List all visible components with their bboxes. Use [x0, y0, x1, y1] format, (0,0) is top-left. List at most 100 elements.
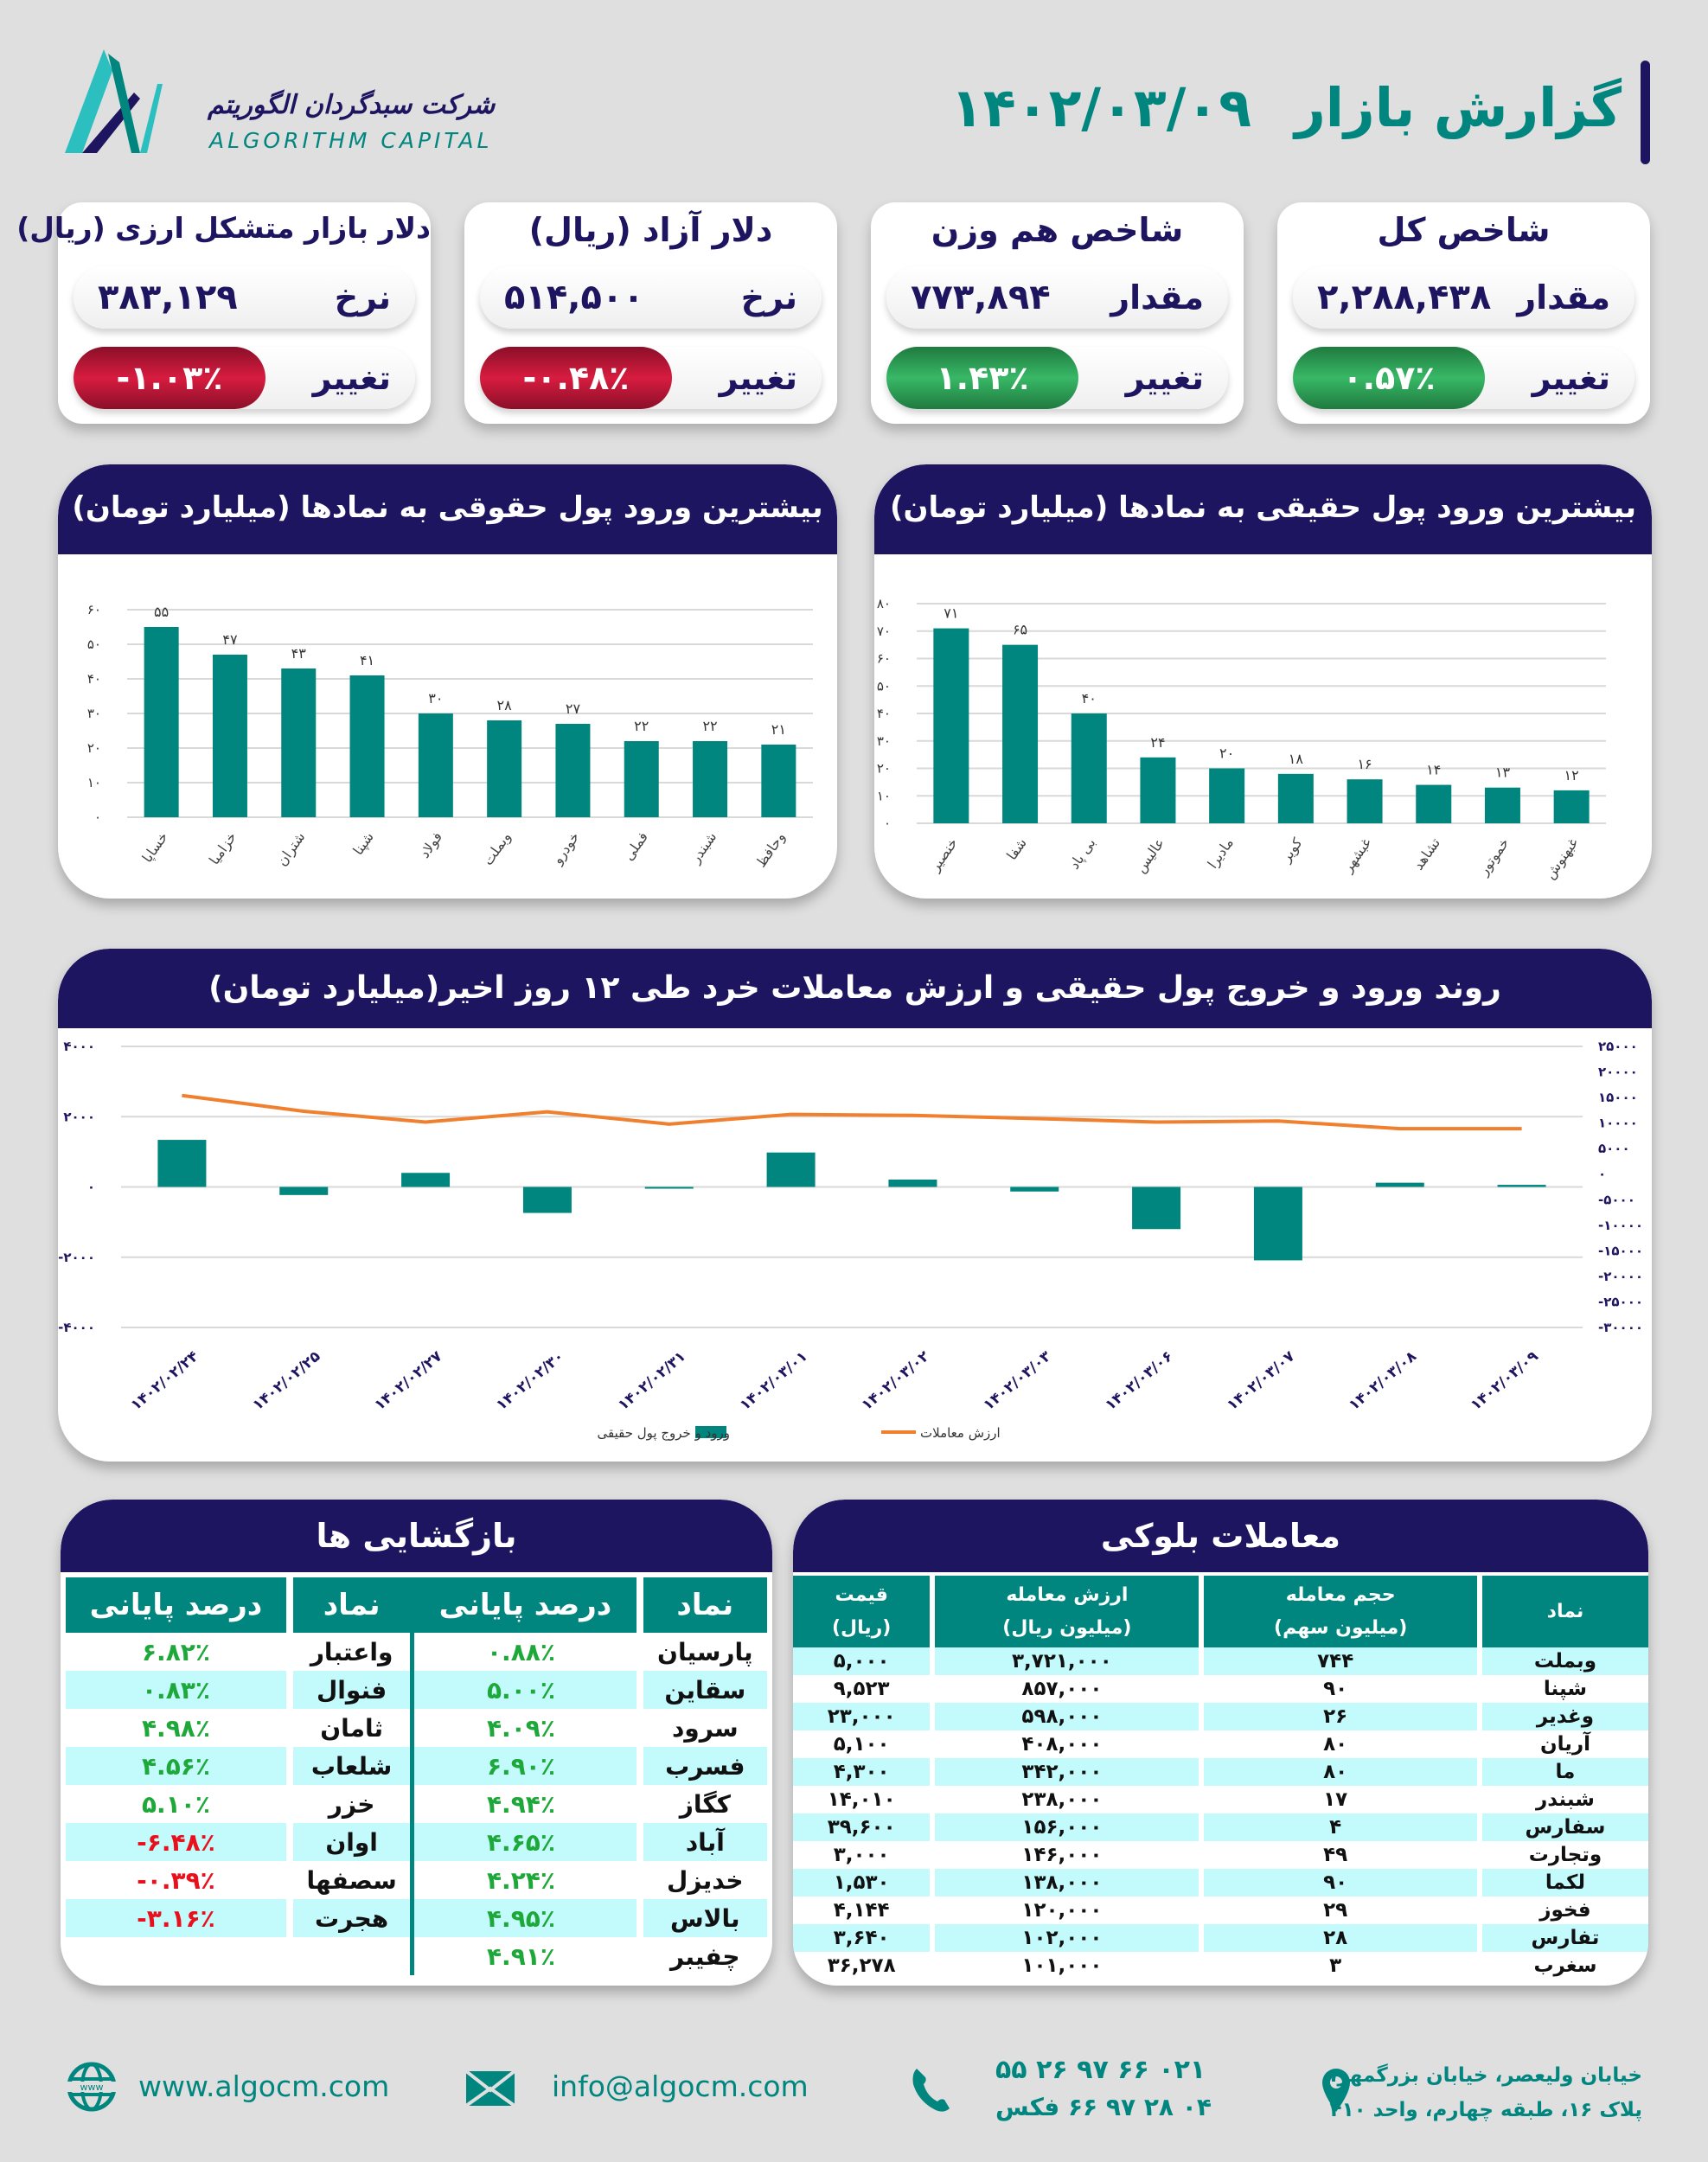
symbol-cell: سغرب [1476, 1952, 1648, 1980]
openings-table: نماد درصد پایانی نماد درصد پایانی پارسیا… [66, 1577, 767, 1975]
bar [1416, 784, 1452, 823]
table-row: تفارس ۲۸ ۱۰۲,۰۰۰ ۳,۶۴۰ [793, 1924, 1648, 1952]
volume-cell: ۸۰ [1199, 1758, 1477, 1786]
x-tick-label: ۱۴۰۲/۰۳/۰۲ [859, 1347, 933, 1414]
y-tick-label: ۵۰ [87, 636, 101, 652]
table-row: سغرب ۳ ۱۰۱,۰۰۰ ۳۶,۲۷۸ [793, 1952, 1648, 1980]
right-y-tick-label: ۱۰۰۰۰ [1598, 1116, 1638, 1131]
y-tick-label: ۲۰ [877, 761, 891, 777]
value-cell: ۱۲۰,۰۰۰ [930, 1897, 1199, 1924]
change-badge: -۰.۴۸٪ [480, 347, 672, 409]
bar [1553, 790, 1590, 823]
header-line-2: (ریال) [831, 1616, 892, 1639]
x-tick-label: خموتور [1475, 835, 1513, 879]
x-tick-label: ۱۴۰۲/۰۳/۰۷ [1224, 1347, 1298, 1414]
flow-bar [1375, 1182, 1424, 1187]
y-tick-label: ۸۰ [877, 596, 891, 611]
volume-cell: ۱۷ [1199, 1786, 1476, 1813]
title-accent-bar [1641, 61, 1650, 164]
symbol-cell: فسرب [636, 1747, 767, 1785]
bar [1140, 757, 1176, 823]
trend-combo-chart: ۴۰۰۰۲۰۰۰۰-۲۰۰۰-۴۰۰۰۲۵۰۰۰۲۰۰۰۰۱۵۰۰۰۱۰۰۰۰۵… [58, 1039, 1643, 1442]
logo-mark-icon [65, 49, 163, 153]
header-line-1: نماد [1546, 1600, 1584, 1622]
bar [1277, 773, 1314, 823]
x-tick-label: فملی [620, 828, 651, 863]
y-tick-label: ۳۰ [87, 706, 101, 721]
pct-cell: ۰.۸۳٪ [66, 1671, 286, 1709]
y-tick-label: ۱۰ [877, 788, 891, 803]
volume-cell: ۲۶ [1199, 1703, 1477, 1730]
card-free-dollar: دلار آزاد (ریال) نرخ ۵۱۴,۵۰۰ تغییر -۰.۴۸٪ [464, 202, 837, 424]
bar [1002, 644, 1039, 823]
x-tick-label: شبندر [687, 828, 720, 867]
pct-cell: ۴.۲۴٪ [410, 1861, 636, 1899]
bar [555, 724, 591, 817]
email-link[interactable]: info@algocm.com [552, 2069, 809, 2103]
bar [487, 720, 522, 817]
volume-cell: ۲۹ [1199, 1897, 1476, 1924]
value-pill: نرخ ۵۱۴,۵۰۰ [480, 266, 822, 329]
phone-number: ۰۲۱ ۶۶ ۹۷ ۲۶ ۵۵ [995, 2055, 1206, 2085]
bar [693, 741, 728, 817]
price-cell: ۳۶,۲۷۸ [827, 1954, 896, 1977]
table-row: بالاس ۴.۹۵٪ هجرت -۳.۱۶٪ [66, 1899, 767, 1937]
change-label: تغییر [312, 359, 391, 397]
table-row: لکما ۹۰ ۱۳۸,۰۰۰ ۱,۵۳۰ [793, 1869, 1648, 1897]
y-tick-label: ۷۰ [877, 624, 891, 639]
symbol-cell: خزر [285, 1785, 410, 1823]
flow-bar [522, 1187, 572, 1213]
x-tick-label: ۱۴۰۲/۰۳/۰۳ [980, 1347, 1054, 1414]
x-tick-label: کویر [1277, 835, 1307, 866]
y-tick-label: ۴۰ [877, 706, 891, 721]
x-tick-label: خودرو [548, 828, 583, 868]
x-tick-label: شپنا [349, 828, 377, 858]
table-row: آریان ۸۰ ۴۰۸,۰۰۰ ۵,۱۰۰ [793, 1730, 1648, 1758]
table-row: خدیزل ۴.۲۴٪ سصفها -۰.۳۹٪ [66, 1861, 767, 1899]
data-label: ۴۱ [360, 652, 374, 668]
card-title: شاخص هم وزن [931, 211, 1184, 249]
card-total-index: شاخص کل مقدار ۲,۲۸۸,۴۳۸ تغییر ۰.۵۷٪ [1277, 202, 1650, 424]
value-cell: ۱۴۶,۰۰۰ [930, 1841, 1199, 1869]
symbol-cell: شپنا [1476, 1675, 1648, 1703]
volume-cell: ۹۰ [1199, 1869, 1477, 1897]
col-symbol: نماد [636, 1577, 767, 1633]
data-label: ۱۸ [1289, 751, 1304, 767]
price-cell: ۳۹,۶۰۰ [793, 1813, 931, 1841]
y-tick-label: ۲۰ [87, 740, 101, 756]
legal-inflow-bar-chart: ۰ ۱۰ ۲۰ ۳۰ ۴۰ ۵۰ ۶۰ ۵۵ خساپا ۴۷ خزامیا ۴۳ شتران ۴۱ شپن… [87, 602, 813, 871]
card-equal-weight-index: شاخص هم وزن مقدار ۷۷۳,۸۹۴ تغییر ۱.۴۳٪ [871, 202, 1244, 424]
symbol-cell: آریان [1476, 1730, 1648, 1758]
value-cell: ۳,۷۲۱,۰۰۰ [930, 1647, 1199, 1675]
website-link[interactable]: www.algocm.com [138, 2069, 390, 2103]
x-tick-label: شفا [1003, 835, 1030, 863]
panel-title: معاملات بلوکی [793, 1500, 1648, 1572]
volume-cell: ۴۹ [1199, 1841, 1476, 1869]
flow-bar [157, 1140, 207, 1187]
company-name-en: ALGORITHM CAPITAL [209, 128, 493, 153]
flow-bar [644, 1187, 694, 1189]
change-pill: تغییر -۰.۴۸٪ [480, 347, 822, 409]
bar [1347, 779, 1383, 823]
value-cell: ۱۵۶,۰۰۰ [930, 1813, 1199, 1841]
fax-number: ۰۴ ۲۸ ۹۷ ۶۶ فکس [995, 2093, 1212, 2121]
mail-icon [464, 2069, 516, 2109]
table-row: کگاز ۴.۹۴٪ خزر ۵.۱۰٪ [66, 1785, 767, 1823]
bar [933, 628, 969, 823]
change-pill: تغییر -۱.۰۳٪ [74, 347, 415, 409]
volume-cell: ۳ [1199, 1952, 1476, 1980]
symbol-cell: کگاز [636, 1785, 767, 1823]
openings-table-wrap: نماد درصد پایانی نماد درصد پایانی پارسیا… [66, 1577, 767, 1975]
trend-chart-panel: روند ورود و خروج پول حقیقی و ارزش معاملا… [58, 949, 1652, 1462]
col-header: حجم معامله (میلیون سهم) [1199, 1576, 1477, 1647]
data-label: ۲۰ [1219, 745, 1234, 762]
y-tick-label: ۱۰ [87, 775, 101, 790]
data-label: ۲۷ [566, 700, 581, 717]
symbol-cell: سصفها [285, 1861, 410, 1899]
svg-text:www: www [80, 2082, 104, 2093]
symbol-cell: سرود [636, 1709, 767, 1747]
company-name-fa: شرکت سبدگردان الگوریتم [208, 90, 496, 120]
data-label: ۲۱ [771, 721, 786, 738]
y-tick-label: ۵۰ [877, 678, 891, 694]
flow-bar [401, 1173, 451, 1187]
